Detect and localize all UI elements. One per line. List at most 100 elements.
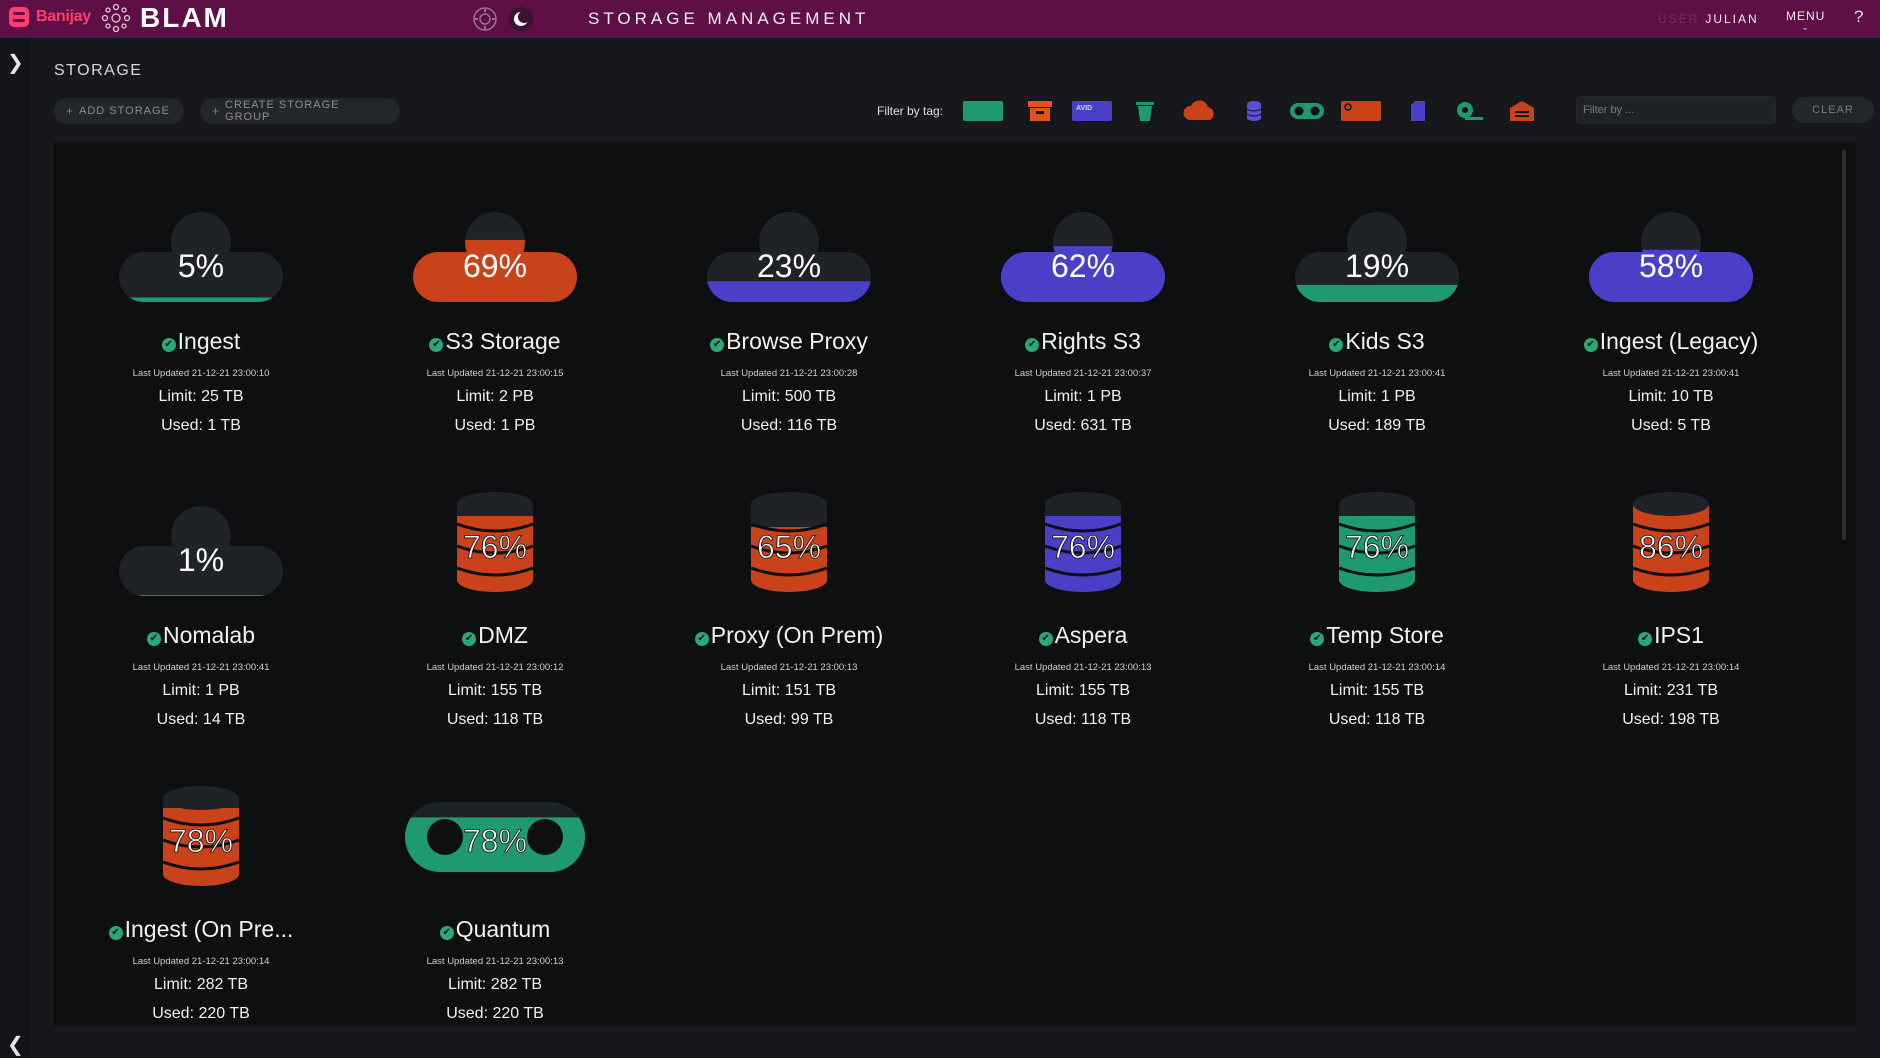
storage-name: ✔ Ingest (Legacy) [1524, 328, 1818, 355]
storage-name: ✔ Nomalab [54, 622, 348, 649]
blam-brand-text: BLAM [140, 2, 229, 33]
storage-card[interactable]: 78% ✔ Quantum Last Updated 21-12-21 23:00:1… [348, 730, 642, 1024]
storage-used: Used: 198 TB [1622, 711, 1720, 728]
cloud-storage-icon: 58% [1589, 212, 1753, 302]
svg-text:AVID: AVID [1076, 105, 1092, 112]
storage-name: ✔ Rights S3 [936, 328, 1230, 355]
create-storage-group-button[interactable]: + CREATE STORAGE GROUP [200, 98, 400, 124]
help-icon[interactable]: ? [1854, 7, 1864, 26]
storage-card[interactable]: 76% ✔ Aspera Last Updated 21-12-21 23:00:13… [936, 436, 1230, 730]
database-storage-icon: 78% [163, 786, 239, 886]
last-updated: Last Updated 21-12-21 23:00:28 [720, 368, 858, 379]
storage-card[interactable]: 19% ✔ Kids S3 Last Updated 21-12-21 23:00:4… [1230, 142, 1524, 436]
user-info[interactable]: USER JULIAN [1658, 12, 1759, 26]
collapse-sidebar-chevron-left-icon[interactable]: ❮ [7, 1034, 24, 1056]
storage-used: Used: 220 TB [152, 1005, 250, 1022]
status-ok-check-icon: ✔ [694, 632, 709, 646]
status-ok-check-icon: ✔ [710, 338, 725, 352]
usage-percent: 76% [463, 529, 527, 565]
storage-name: ✔ S3 Storage [348, 328, 642, 355]
usage-percent: 23% [757, 248, 821, 284]
last-updated: Last Updated 21-12-21 23:00:12 [426, 662, 564, 673]
last-updated: Last Updated 21-12-21 23:00:10 [132, 368, 270, 379]
status-ok-check-icon: ✔ [1038, 632, 1053, 646]
storage-limit: Limit: 1 PB [162, 682, 240, 699]
status-ok-check-icon: ✔ [146, 632, 161, 646]
settings-gear-icon[interactable] [472, 6, 498, 32]
storage-card[interactable]: 78% ✔ Ingest (On Pre... Last Updated 21-12-… [54, 730, 348, 1024]
status-ok-check-icon: ✔ [1638, 632, 1653, 646]
cloud-storage-icon: 5% [119, 212, 283, 302]
storage-card[interactable]: 58% ✔ Ingest (Legacy) Last Updated 21-12-21… [1524, 142, 1818, 436]
storage-name: ✔ Browse Proxy [642, 328, 936, 355]
chevron-down-icon: ⌄ [1801, 22, 1810, 32]
page-title: STORAGE MANAGEMENT [588, 9, 870, 28]
tag-tape[interactable] [1288, 96, 1326, 126]
database-storage-icon: 86% [1633, 492, 1709, 592]
tag-avid[interactable]: AVID [1072, 96, 1112, 126]
cloud-storage-icon: 23% [707, 212, 871, 302]
menu-button[interactable]: MENU ⌄ [1786, 9, 1825, 32]
usage-percent: 5% [178, 248, 224, 284]
add-storage-button[interactable]: + ADD STORAGE [54, 98, 184, 124]
storage-card[interactable]: 23% ✔ Browse Proxy Last Updated 21-12-21 23… [642, 142, 936, 436]
expand-sidebar-chevron-right-icon[interactable]: ❯ [7, 52, 24, 74]
tag-drive[interactable] [1340, 96, 1382, 126]
usage-percent: 1% [178, 542, 224, 578]
usage-percent: 76% [1345, 529, 1409, 565]
box-icon [1028, 101, 1052, 121]
last-updated: Last Updated 21-12-21 23:00:14 [1602, 662, 1740, 673]
tag-bucket[interactable] [1134, 96, 1156, 126]
last-updated: Last Updated 21-12-21 23:00:13 [1014, 662, 1152, 673]
clear-filter-button[interactable]: CLEAR [1792, 97, 1874, 123]
usage-percent: 86% [1639, 529, 1703, 565]
storage-card[interactable]: 65% ✔ Proxy (On Prem) Last Updated 21-12-21… [642, 436, 936, 730]
storage-limit: Limit: 155 TB [1330, 682, 1424, 699]
storage-card[interactable]: 86% ✔ IPS1 Last Updated 21-12-21 23:00:14 Li… [1524, 436, 1818, 730]
tag-tape-reel[interactable] [1456, 96, 1484, 126]
storage-name: ✔ Ingest [54, 328, 348, 355]
tag-green-rectangle[interactable] [962, 96, 1004, 126]
filter-by-tag-label: Filter by tag: [877, 104, 944, 118]
storage-name: ✔ Temp Store [1230, 622, 1524, 649]
tag-sd-card[interactable] [1408, 96, 1428, 126]
storage-used: Used: 631 TB [1034, 417, 1132, 434]
usage-percent: 78% [463, 823, 527, 859]
plus-icon: + [66, 104, 75, 118]
status-ok-check-icon: ✔ [439, 926, 454, 940]
bucket-icon [1136, 102, 1154, 121]
database-storage-icon: 65% [751, 492, 827, 592]
cloud-storage-icon: 1% [119, 506, 283, 596]
tag-warehouse[interactable] [1508, 96, 1536, 126]
storage-card[interactable]: 5% ✔ Ingest Last Updated 21-12-21 23:00:10 L… [54, 142, 348, 436]
tag-box[interactable] [1026, 96, 1054, 126]
database-storage-icon: 76% [457, 492, 533, 592]
green-rectangle-icon [963, 101, 1003, 121]
blam-logo[interactable]: BLAM [100, 2, 229, 34]
storage-used: Used: 118 TB [1328, 711, 1426, 728]
grid-scrollbar[interactable] [1842, 150, 1846, 540]
blam-logo-icon [101, 3, 131, 33]
tag-database[interactable] [1244, 96, 1264, 126]
section-title: STORAGE [54, 62, 143, 79]
usage-percent: 19% [1345, 248, 1409, 284]
storage-card[interactable]: 76% ✔ Temp Store Last Updated 21-12-21 23:0… [1230, 436, 1524, 730]
storage-used: Used: 99 TB [744, 711, 834, 728]
storage-card[interactable]: 1% ✔ Nomalab Last Updated 21-12-21 23:00:41… [54, 436, 348, 730]
last-updated: Last Updated 21-12-21 23:00:15 [426, 368, 564, 379]
storage-card[interactable]: 62% ✔ Rights S3 Last Updated 21-12-21 23:00… [936, 142, 1230, 436]
storage-limit: Limit: 2 PB [456, 388, 534, 405]
tag-cloud[interactable] [1182, 96, 1218, 126]
status-ok-check-icon: ✔ [108, 926, 123, 940]
cloud-icon [1183, 100, 1214, 120]
dark-mode-moon-icon[interactable] [508, 6, 534, 32]
storage-limit: Limit: 1 PB [1338, 388, 1416, 405]
storage-card[interactable]: 69% ✔ S3 Storage Last Updated 21-12-21 23:0… [348, 142, 642, 436]
banijay-logo[interactable]: Banijay [8, 6, 91, 28]
status-ok-check-icon: ✔ [1329, 338, 1344, 352]
storage-name: ✔ Ingest (On Pre... [54, 916, 348, 943]
sd-card-icon [1411, 101, 1425, 121]
filter-input[interactable] [1576, 96, 1776, 124]
storage-card[interactable]: 76% ✔ DMZ Last Updated 21-12-21 23:00:12 Lim… [348, 436, 642, 730]
top-bar: Banijay BLAM STORAGE MANAGEMENT USER JULI… [0, 0, 1880, 38]
